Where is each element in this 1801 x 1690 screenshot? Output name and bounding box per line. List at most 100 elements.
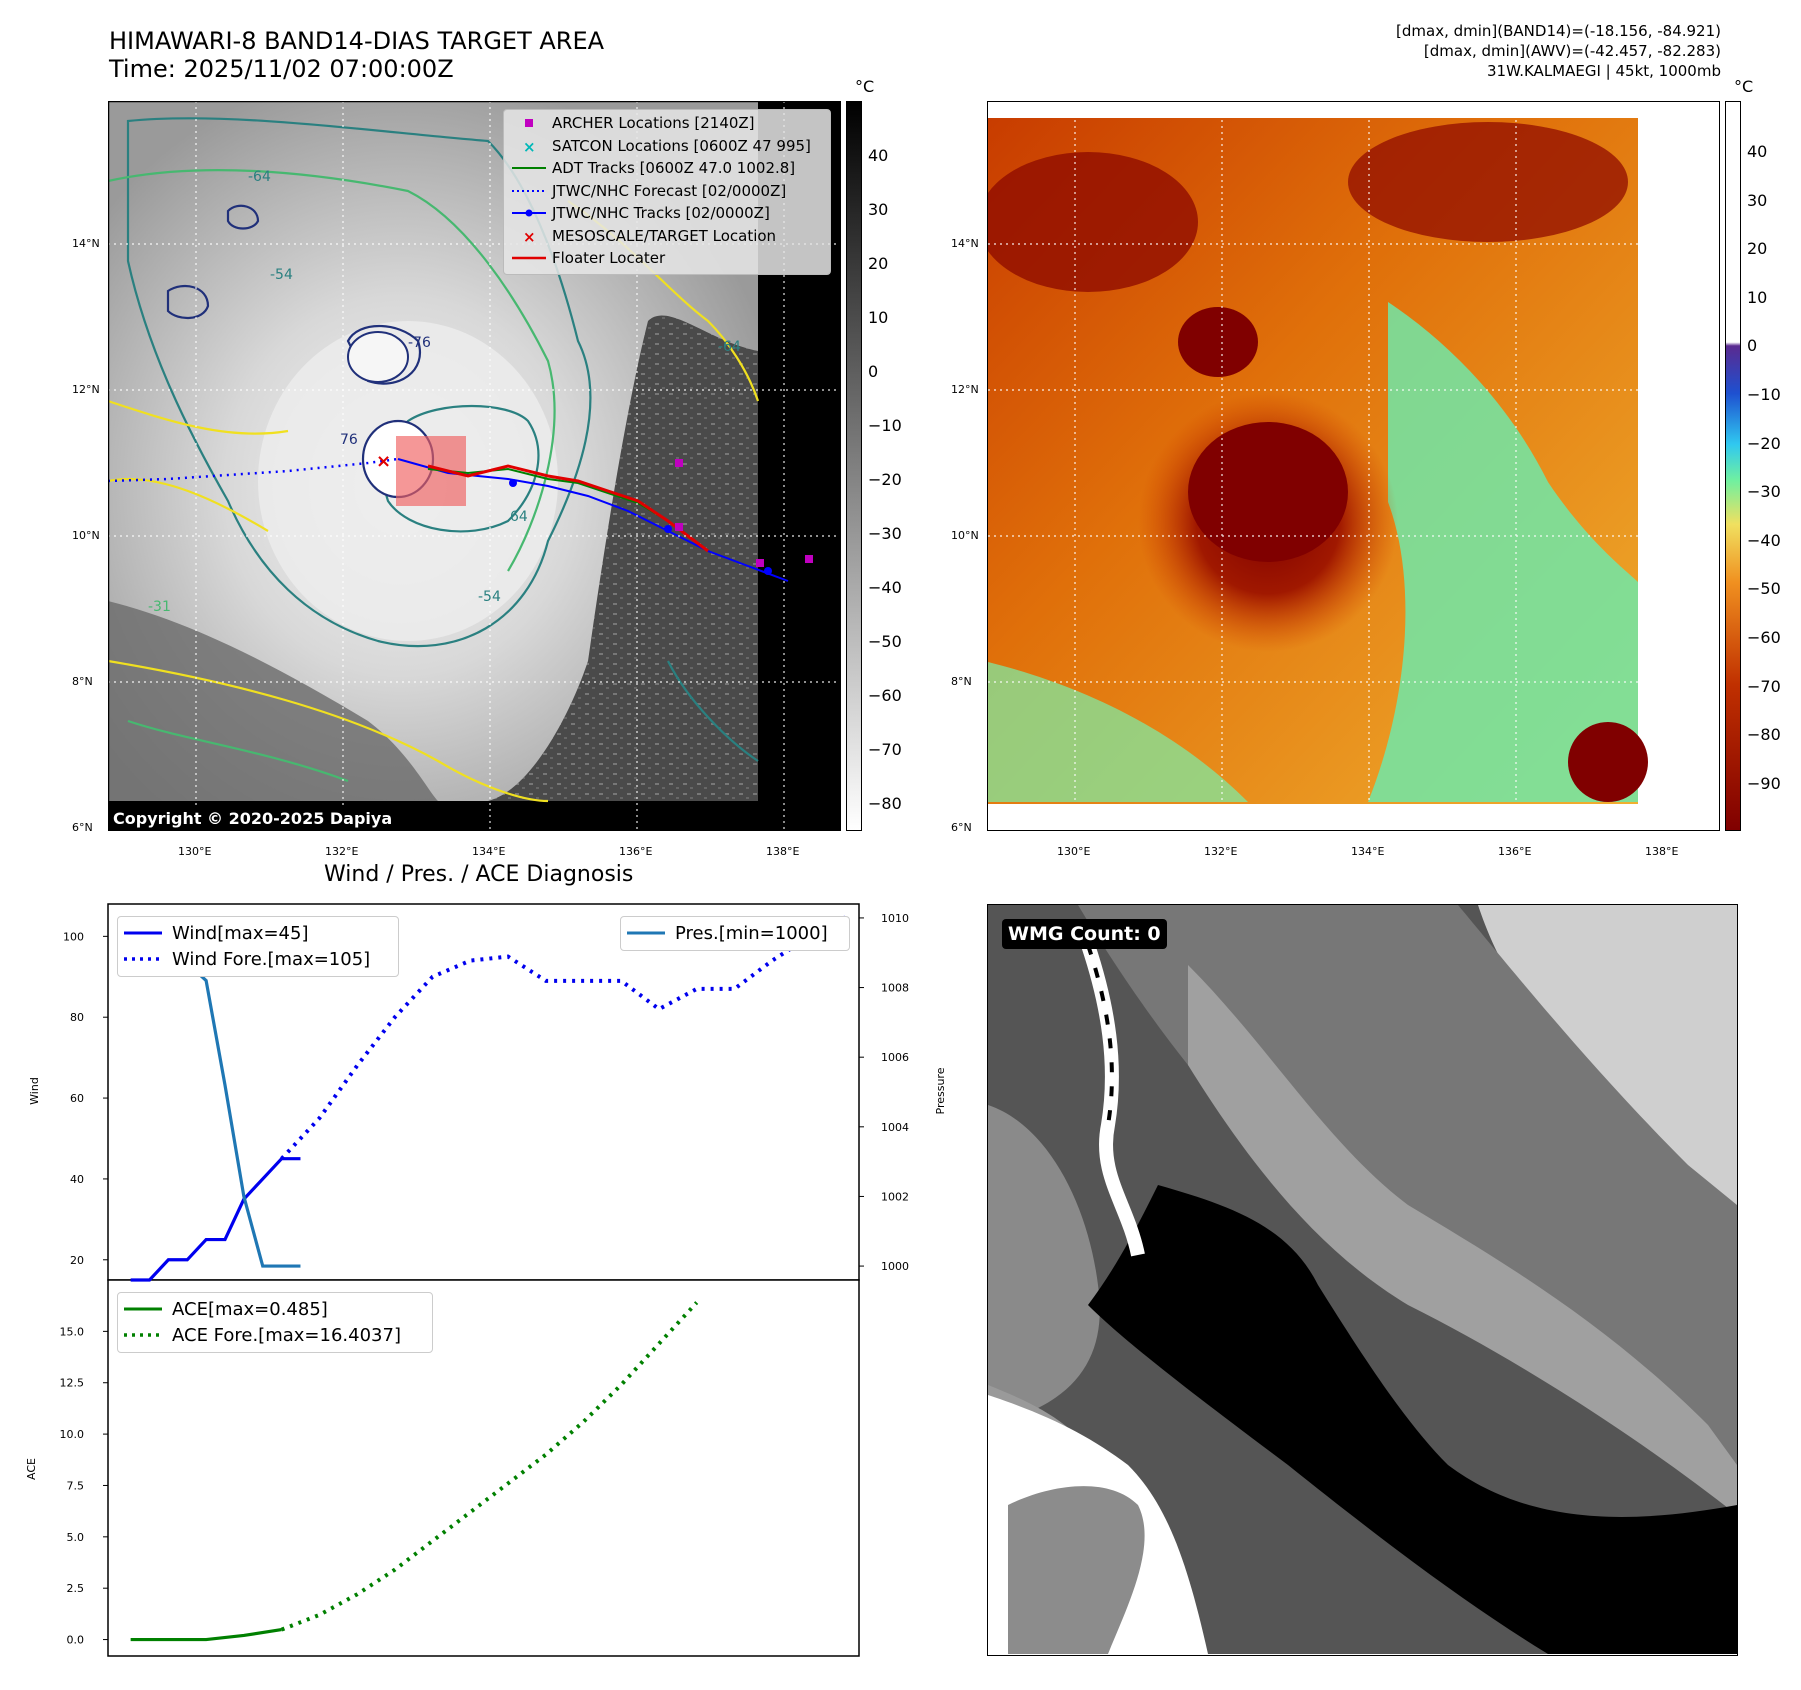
ace-ytick-label: 12.5 <box>60 1377 85 1390</box>
ace-ytick-label: 15.0 <box>60 1325 85 1338</box>
legend-item: Pres.[min=1000] <box>625 920 849 946</box>
colorbar-tick: −40 <box>1747 531 1781 550</box>
colorbar-tick: −40 <box>868 578 902 597</box>
pressure-ytick-label: 1000 <box>881 1260 909 1273</box>
colorbar-tick: 30 <box>868 200 889 219</box>
contour-label: -54 <box>270 267 293 283</box>
colorbar-tick: −50 <box>1747 579 1781 598</box>
legend-item: ACE[max=0.485] <box>122 1296 432 1322</box>
lat-tick: 12°N <box>72 383 100 396</box>
lat-tick: 10°N <box>951 529 979 542</box>
colorbar-tick: 40 <box>1747 142 1768 161</box>
legend-item: Wind[max=45] <box>122 920 398 946</box>
wind-ytick-label: 80 <box>70 1011 84 1024</box>
wmg-panel: WMG Count: 0 <box>987 904 1738 1656</box>
pressure-line-icon <box>627 931 665 935</box>
contour-label: -54 <box>478 589 501 605</box>
lon-tick: 134°E <box>472 845 506 858</box>
colorbar-tick: 0 <box>1747 336 1758 355</box>
floater-line-icon <box>512 257 546 260</box>
colorbar-tick: −70 <box>868 740 902 759</box>
ace-axis-label: ACE <box>25 1458 38 1480</box>
ace-ytick-label: 5.0 <box>67 1531 85 1544</box>
title-line1: HIMAWARI-8 BAND14-DIAS TARGET AREA <box>109 27 605 55</box>
legend-item: Wind Fore.[max=105] <box>122 946 398 972</box>
lon-tick: 132°E <box>1204 845 1238 858</box>
ace-forecast-line-icon <box>124 1333 162 1337</box>
pressure-axis-label: Pressure <box>934 1067 947 1114</box>
series-wind <box>130 1157 301 1282</box>
colorbar-right-ticks: 40 30 20 10 0 −10 −20 −30 −40 −50 −60 −7… <box>1747 101 1797 831</box>
lat-tick: 6°N <box>72 821 93 834</box>
copyright-notice: Copyright © 2020-2025 Dapiya <box>109 806 397 831</box>
colorbar-tick: −20 <box>868 470 902 489</box>
wmg-count-badge: WMG Count: 0 <box>1002 919 1167 949</box>
legend-item: × MESOSCALE/TARGET Location <box>508 225 830 248</box>
series-wind-fore <box>280 914 849 1161</box>
colorbar-tick: 20 <box>868 254 889 273</box>
svg-text:×: × <box>523 228 536 246</box>
colorbar-tick: −80 <box>1747 725 1781 744</box>
diagnosis-title: Wind / Pres. / ACE Diagnosis <box>324 862 634 887</box>
archer-marker-icon <box>525 119 533 128</box>
lat-tick: 10°N <box>72 529 100 542</box>
colorbar-tick: 0 <box>868 362 879 381</box>
series-ace <box>130 1628 282 1642</box>
title-line2: Time: 2025/11/02 07:00:00Z <box>109 55 454 83</box>
awv-map <box>978 102 1718 829</box>
lon-tick: 138°E <box>1645 845 1679 858</box>
contour-label: -64 <box>248 169 271 185</box>
colorbar-tick: −10 <box>868 416 902 435</box>
pressure-legend: Pres.[min=1000] <box>620 916 850 951</box>
pressure-ytick-label: 1006 <box>881 1051 909 1064</box>
svg-text:×: × <box>523 138 536 156</box>
colorbar-tick: −90 <box>1747 774 1781 793</box>
satcon-marker-icon: × <box>523 138 536 156</box>
legend-item: JTWC/NHC Forecast [02/0000Z] <box>508 180 830 203</box>
wmg-image <box>988 905 1737 1654</box>
lon-tick: 138°E <box>766 845 800 858</box>
lat-tick: 14°N <box>951 237 979 250</box>
pressure-ytick-label: 1008 <box>881 982 909 995</box>
wind-forecast-line-icon <box>124 957 162 961</box>
colorbar-tick: −50 <box>868 632 902 651</box>
ace-line-icon <box>124 1307 162 1311</box>
svg-text:×: × <box>376 451 391 472</box>
lat-tick: 8°N <box>951 675 972 688</box>
target-x-icon: × <box>523 228 536 246</box>
colorbar-tick: −30 <box>868 524 902 543</box>
legend-item: ADT Tracks [0600Z 47.0 1002.8] <box>508 157 830 180</box>
lat-tick: 6°N <box>951 821 972 834</box>
track-line-marker-icon <box>512 209 546 217</box>
adt-line-icon <box>512 167 546 170</box>
wind-ytick-label: 100 <box>63 930 84 943</box>
colorbar-tick: 10 <box>1747 288 1768 307</box>
colorbar-tick: 30 <box>1747 191 1768 210</box>
contour-label: -76 <box>408 335 431 351</box>
colorbar-tick: 40 <box>868 146 889 165</box>
legend-item: ARCHER Locations [2140Z] <box>508 112 830 135</box>
awv-map-panel <box>978 101 1720 831</box>
legend-item: Floater Locater <box>508 247 830 270</box>
contour-label: -64 <box>718 339 741 355</box>
info-awv-range: [dmax, dmin](AWV)=(-42.457, -82.283) <box>1423 42 1721 60</box>
lon-tick: 134°E <box>1351 845 1385 858</box>
legend-item: × SATCON Locations [0600Z 47 995] <box>508 135 830 158</box>
lon-tick: 136°E <box>619 845 653 858</box>
pressure-ytick-label: 1002 <box>881 1190 909 1203</box>
diagnosis-chart: 20 40 60 80 100 1000 1002 1004 1006 1008 1010 0.0… <box>25 903 947 1657</box>
lat-tick: 12°N <box>951 383 979 396</box>
info-storm: 31W.KALMAEGI | 45kt, 1000mb <box>1487 62 1721 80</box>
lon-tick: 130°E <box>178 845 212 858</box>
wind-ytick-label: 60 <box>70 1092 84 1105</box>
track-legend: ARCHER Locations [2140Z] × SATCON Locati… <box>503 109 831 275</box>
colorbar-left <box>846 101 862 831</box>
colorbar-tick: 10 <box>868 308 889 327</box>
lat-tick: 8°N <box>72 675 93 688</box>
colorbar-tick: −60 <box>868 686 902 705</box>
lon-tick: 130°E <box>1057 845 1091 858</box>
info-band14-range: [dmax, dmin](BAND14)=(-18.156, -84.921) <box>1396 22 1721 40</box>
lat-tick: 14°N <box>72 237 100 250</box>
colorbar-tick: −20 <box>1747 434 1781 453</box>
colorbar-right-unit: °C <box>1734 77 1754 96</box>
